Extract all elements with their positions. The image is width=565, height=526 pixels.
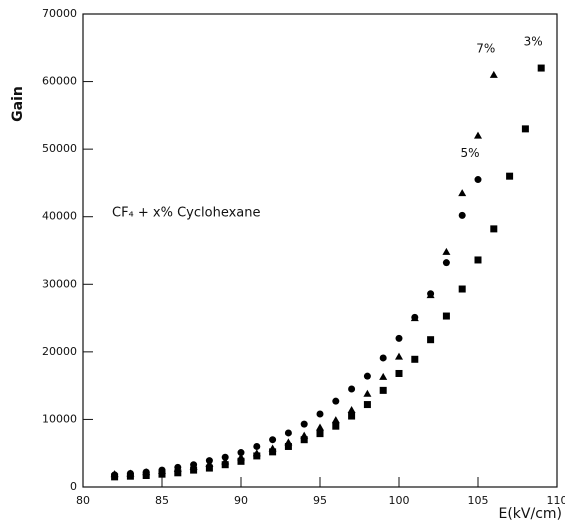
x-tick-label: 105	[468, 494, 489, 507]
y-tick-label: 60000	[42, 75, 77, 88]
point	[537, 64, 545, 72]
point	[427, 290, 435, 298]
point	[521, 125, 529, 133]
x-axis-label: E(kV/cm)	[498, 506, 562, 522]
point	[506, 172, 514, 180]
x-tick-label: 85	[155, 494, 169, 507]
point	[363, 389, 372, 397]
point	[316, 410, 324, 418]
x-tick-label: 90	[234, 494, 248, 507]
point	[237, 457, 245, 465]
point	[205, 464, 213, 472]
point	[316, 423, 324, 431]
point	[111, 473, 119, 481]
x-tick-label: 95	[313, 494, 327, 507]
point	[221, 453, 229, 461]
point	[458, 189, 467, 197]
point	[253, 442, 261, 450]
point	[489, 70, 498, 78]
point	[458, 285, 466, 293]
point	[395, 352, 403, 360]
x-tick-label: 110	[547, 494, 565, 507]
y-tick-label: 10000	[42, 412, 77, 425]
annotation: CF₄ + x% Cyclohexane	[112, 206, 261, 221]
y-tick-label: 0	[70, 480, 77, 493]
point	[331, 416, 340, 424]
y-tick-label: 40000	[42, 210, 77, 223]
point	[300, 436, 308, 444]
series-label: 3%	[524, 35, 543, 49]
point	[190, 466, 198, 474]
point	[363, 401, 371, 409]
point	[284, 429, 292, 437]
point	[190, 461, 198, 469]
point	[474, 176, 482, 184]
point	[348, 412, 356, 420]
point	[205, 457, 213, 465]
point	[395, 334, 403, 342]
point	[411, 313, 419, 321]
x-tick-label: 100	[389, 494, 410, 507]
point	[347, 405, 356, 413]
y-axis-label: Gain	[10, 86, 26, 122]
point	[379, 386, 387, 394]
series-label: 5%	[460, 146, 479, 160]
point	[253, 452, 261, 460]
point	[474, 131, 482, 139]
series-label: 7%	[476, 41, 495, 55]
point	[300, 420, 308, 428]
point	[363, 372, 371, 380]
point	[221, 461, 229, 469]
point	[332, 422, 340, 430]
point	[269, 448, 277, 456]
point	[332, 397, 340, 405]
point	[174, 469, 182, 477]
point	[348, 385, 356, 393]
point	[379, 372, 388, 380]
point	[442, 259, 450, 267]
point	[269, 436, 277, 444]
point	[490, 225, 498, 233]
point	[458, 211, 466, 219]
point	[442, 312, 450, 320]
x-tick-label: 80	[76, 494, 90, 507]
point	[142, 472, 150, 480]
point	[316, 430, 324, 438]
point	[126, 472, 134, 480]
y-tick-label: 20000	[42, 345, 77, 358]
point	[395, 369, 403, 377]
point	[158, 470, 166, 478]
y-tick-label: 30000	[42, 277, 77, 290]
y-tick-label: 50000	[42, 142, 77, 155]
point	[284, 442, 292, 450]
point	[411, 355, 419, 363]
point	[174, 463, 182, 471]
y-tick-label: 70000	[42, 7, 77, 20]
point	[442, 247, 451, 255]
point	[427, 336, 435, 344]
point	[379, 354, 387, 362]
point	[237, 449, 245, 457]
point	[474, 256, 482, 264]
